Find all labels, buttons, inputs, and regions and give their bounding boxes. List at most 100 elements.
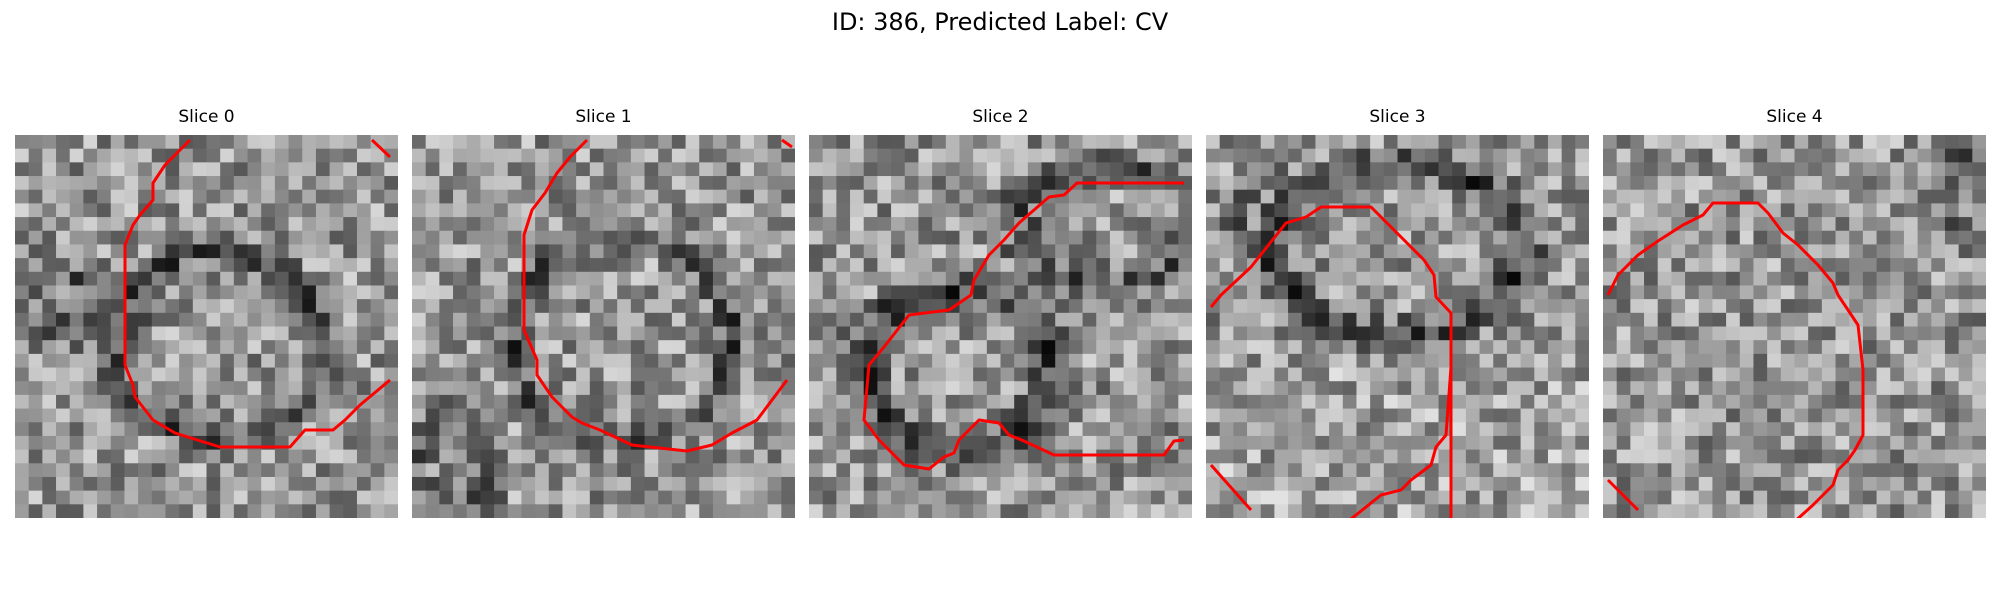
image-pixel	[1109, 203, 1125, 218]
image-pixel	[1575, 367, 1589, 382]
image-pixel	[1014, 271, 1029, 287]
image-pixel	[1383, 326, 1399, 341]
image-pixel	[151, 463, 167, 478]
image-pixel	[726, 299, 741, 314]
image-pixel	[630, 367, 646, 382]
image-pixel	[1958, 162, 1973, 177]
image-pixel	[1876, 312, 1891, 328]
image-pixel	[1452, 326, 1467, 341]
image-pixel	[1301, 285, 1317, 300]
image-pixel	[69, 162, 84, 177]
image-pixel	[1561, 449, 1576, 464]
image-pixel	[986, 326, 1002, 341]
image-pixel	[658, 422, 673, 437]
image-pixel	[124, 340, 139, 355]
image-pixel	[959, 135, 974, 150]
image-pixel	[179, 217, 194, 232]
image-pixel	[1876, 435, 1891, 451]
image-pixel	[904, 381, 920, 396]
image-pixel	[671, 463, 687, 478]
image-pixel	[1547, 463, 1563, 478]
image-pixel	[274, 285, 290, 300]
image-pixel	[1739, 312, 1755, 328]
image-pixel	[83, 381, 98, 396]
image-pixel	[1547, 408, 1563, 423]
image-pixel	[932, 353, 947, 369]
image-pixel	[439, 340, 454, 355]
image-pixel	[1890, 285, 1905, 300]
image-pixel	[179, 394, 194, 410]
image-pixel	[740, 490, 755, 505]
image-pixel	[1068, 326, 1084, 341]
image-pixel	[356, 244, 372, 259]
image-pixel	[1890, 490, 1905, 505]
image-pixel	[15, 148, 30, 163]
image-pixel	[370, 217, 385, 232]
image-pixel	[1096, 285, 1111, 300]
image-pixel	[699, 490, 714, 505]
image-pixel	[1082, 504, 1097, 518]
image-pixel	[1534, 189, 1549, 204]
image-pixel	[466, 189, 481, 204]
image-pixel	[1397, 244, 1412, 259]
image-pixel	[1547, 203, 1563, 218]
image-pixel	[466, 271, 481, 287]
image-pixel	[1424, 217, 1440, 232]
image-pixel	[1616, 422, 1631, 437]
image-pixel	[288, 148, 303, 163]
image-pixel	[1739, 271, 1755, 287]
image-pixel	[1862, 353, 1878, 369]
image-pixel	[151, 340, 167, 355]
image-pixel	[1178, 162, 1192, 177]
image-pixel	[1123, 367, 1138, 382]
image-pixel	[521, 490, 536, 505]
image-pixel	[630, 189, 646, 204]
image-pixel	[891, 271, 906, 287]
image-pixel	[644, 203, 659, 218]
image-pixel	[1137, 189, 1152, 204]
image-pixel	[1096, 162, 1111, 177]
image-pixel	[1685, 340, 1700, 355]
image-pixel	[1137, 285, 1152, 300]
image-pixel	[453, 367, 468, 382]
image-pixel	[617, 285, 632, 300]
image-pixel	[329, 271, 344, 287]
image-pixel	[1247, 353, 1262, 369]
image-pixel	[904, 176, 920, 191]
image-pixel	[1315, 340, 1330, 355]
image-pixel	[274, 422, 290, 437]
image-pixel	[630, 312, 646, 328]
image-pixel	[1055, 408, 1070, 423]
image-pixel	[562, 326, 577, 341]
image-pixel	[138, 312, 153, 328]
image-pixel	[1014, 367, 1029, 382]
image-pixel	[69, 394, 84, 410]
image-pixel	[466, 367, 481, 382]
image-pixel	[644, 381, 659, 396]
image-pixel	[1767, 353, 1782, 369]
image-pixel	[1465, 435, 1481, 451]
image-pixel	[877, 435, 892, 451]
image-pixel	[1288, 353, 1303, 369]
image-pixel	[1780, 449, 1796, 464]
image-pixel	[699, 408, 714, 423]
image-pixel	[685, 394, 700, 410]
image-pixel	[329, 285, 344, 300]
image-pixel	[1931, 340, 1946, 355]
image-pixel	[1547, 135, 1563, 150]
image-pixel	[1014, 408, 1029, 423]
image-pixel	[973, 189, 988, 204]
image-pixel	[1903, 422, 1919, 437]
image-pixel	[1821, 148, 1837, 163]
image-pixel	[1479, 449, 1494, 464]
image-pixel	[1903, 367, 1919, 382]
image-pixel	[877, 203, 892, 218]
image-pixel	[1424, 148, 1440, 163]
image-pixel	[1150, 271, 1166, 287]
image-pixel	[712, 422, 728, 437]
image-pixel	[1411, 394, 1426, 410]
image-pixel	[1630, 326, 1645, 341]
image-pixel	[671, 148, 687, 163]
image-pixel	[151, 230, 167, 246]
image-pixel	[1424, 367, 1440, 382]
